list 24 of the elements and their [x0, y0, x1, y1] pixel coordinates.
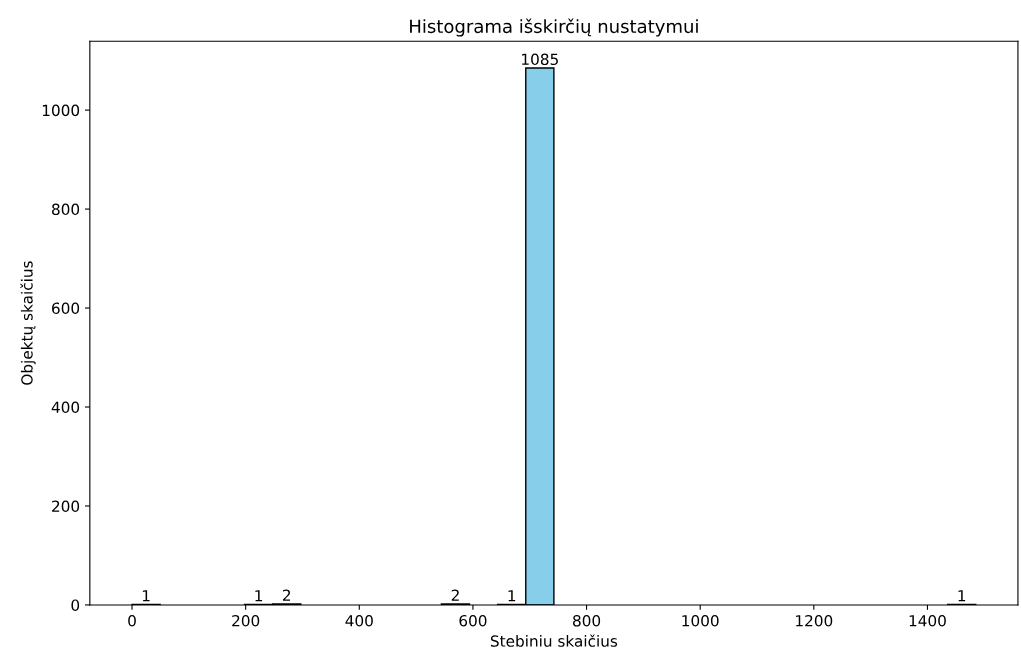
y-tick-label: 600 — [52, 302, 80, 315]
y-tick-label: 0 — [71, 599, 80, 611]
data-label: 1 — [508, 590, 516, 602]
data-label: 1 — [255, 590, 263, 602]
x-tick-label: 600 — [459, 614, 487, 627]
x-tick-label: 800 — [573, 614, 601, 627]
data-label: 1085 — [522, 53, 558, 66]
x-tick-label: 0 — [128, 614, 136, 627]
data-label: 1 — [958, 590, 966, 602]
x-tick-label: 1400 — [909, 614, 946, 627]
y-axis-title: Objektų skaičius — [20, 261, 36, 385]
data-label: 2 — [282, 589, 291, 601]
x-tick-label: 1000 — [682, 614, 719, 627]
y-tick-label: 400 — [51, 401, 80, 414]
y-tick-label: 800 — [52, 203, 80, 216]
x-tick-label: 1200 — [796, 614, 833, 627]
x-tick-label: 400 — [345, 614, 373, 627]
y-tick-label: 200 — [52, 500, 80, 512]
y-tick-label: 1000 — [42, 104, 80, 117]
data-label: 2 — [451, 589, 459, 601]
x-tick-label: 200 — [232, 614, 260, 627]
x-axis-title: Stebiniu skaičius — [490, 634, 618, 647]
data-label: 1 — [142, 590, 150, 602]
chart-title: Histograma išskirčių nustatymui — [410, 18, 698, 37]
